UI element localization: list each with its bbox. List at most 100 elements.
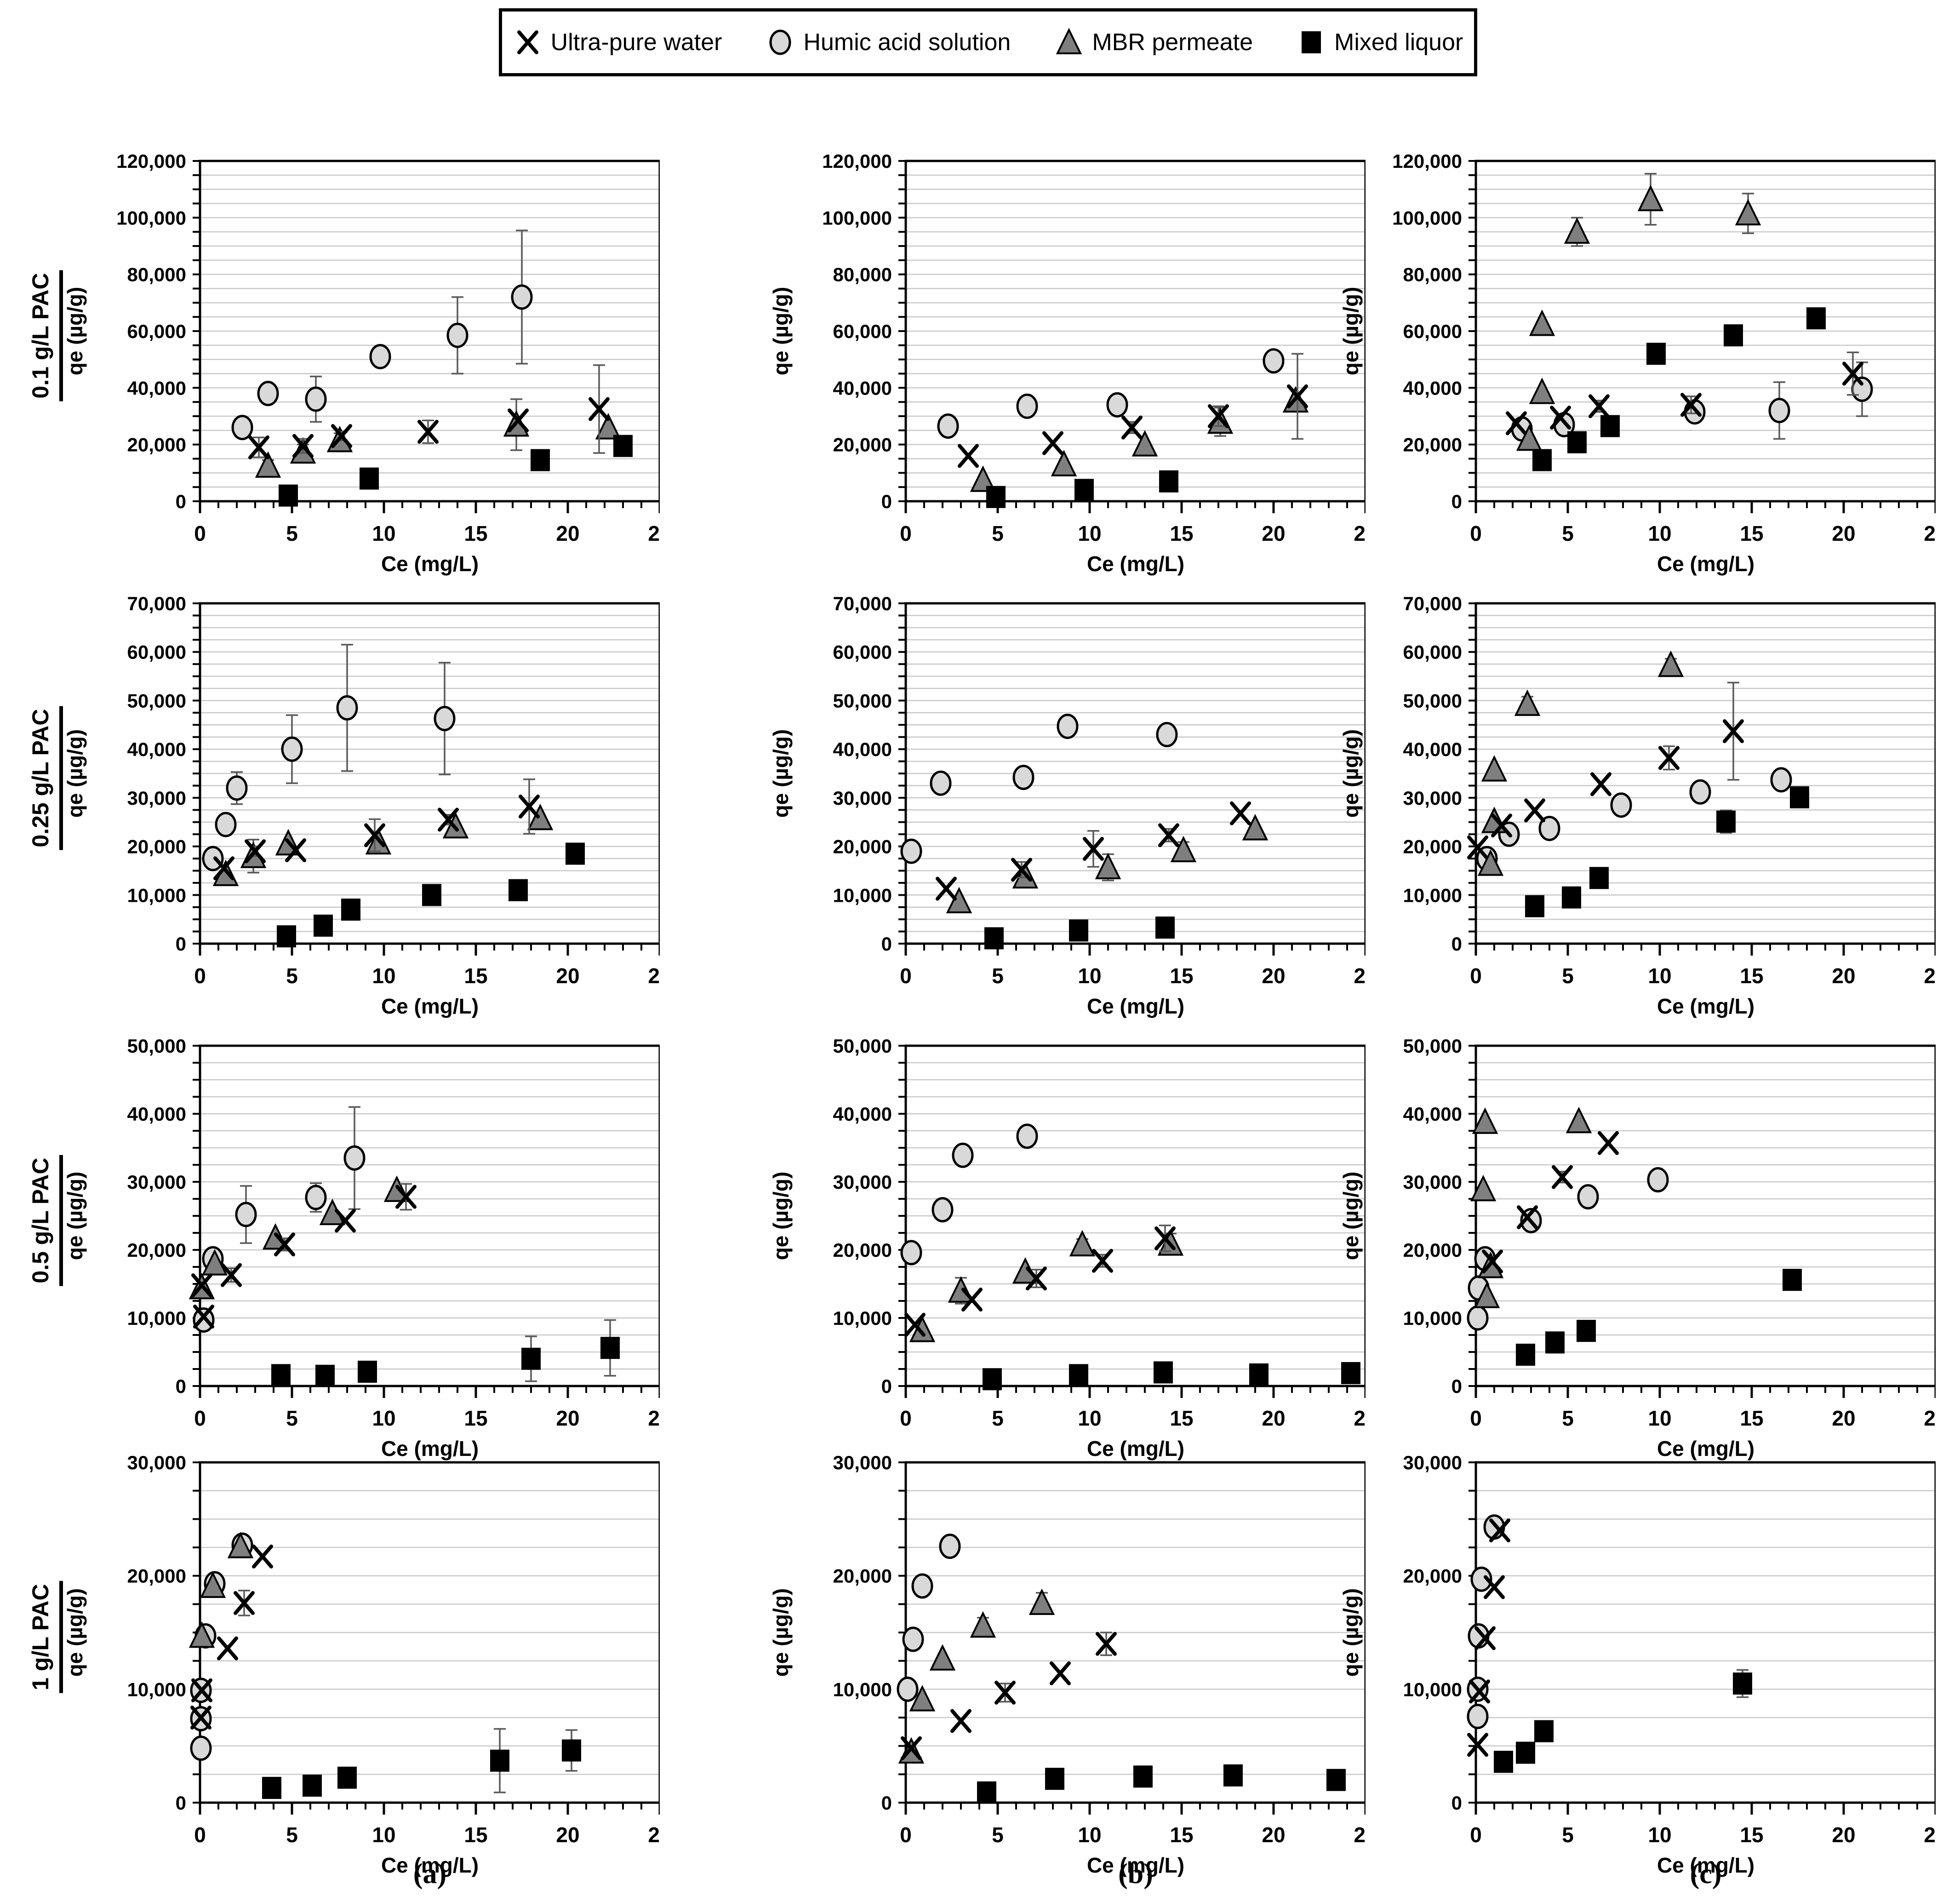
svg-text:10: 10 (1648, 964, 1671, 988)
chart-svg-0.25gL-a: 0 10,000 20,000 30,000 40,000 50,000 60,000 70,… (63, 593, 672, 1018)
svg-text:10,000: 10,000 (1403, 1678, 1462, 1700)
chart-svg-0.5gL-c: 0 10,000 20,000 30,000 40,000 50,000 0 5 10 15 20 2… (1339, 1035, 1948, 1461)
svg-text:100,000: 100,000 (1392, 207, 1462, 229)
svg-text:qe (µg/g): qe (µg/g) (769, 287, 793, 376)
series-mixed-liquor (1516, 1269, 1802, 1366)
circle-marker-icon (769, 29, 791, 55)
svg-text:15: 15 (1170, 964, 1193, 988)
svg-text:0: 0 (1470, 1823, 1482, 1847)
svg-text:qe (µg/g): qe (µg/g) (63, 1588, 87, 1677)
svg-text:15: 15 (1170, 1823, 1193, 1847)
svg-text:10: 10 (1648, 1406, 1671, 1430)
series-mbr-permeate (189, 1175, 410, 1300)
series-ultra-pure-water (1506, 351, 1863, 435)
subplot-0.1gL-a: 0 20,000 40,000 60,000 80,000 100,000 120,000 0… (44, 150, 672, 589)
series-mixed-liquor (986, 470, 1178, 508)
legend-item-mixed-liquor: Mixed liquor (1297, 28, 1463, 57)
svg-text:30,000: 30,000 (1403, 787, 1462, 809)
svg-text:10: 10 (1648, 1823, 1671, 1847)
svg-text:70,000: 70,000 (127, 594, 186, 614)
chart-svg-0.25gL-b: 0 10,000 20,000 30,000 40,000 50,000 60,000 70,… (769, 593, 1377, 1018)
svg-text:0: 0 (881, 491, 892, 512)
svg-text:10: 10 (372, 1406, 395, 1430)
svg-text:0: 0 (176, 1375, 186, 1397)
series-mbr-permeate (909, 1229, 1184, 1342)
svg-text:20,000: 20,000 (127, 836, 186, 858)
svg-text:5: 5 (286, 1406, 298, 1430)
svg-text:20,000: 20,000 (1403, 1565, 1462, 1587)
svg-text:5: 5 (286, 521, 298, 545)
series-ultra-pure-water (191, 1183, 417, 1329)
series-ultra-pure-water (904, 1224, 1176, 1337)
svg-text:qe (µg/g): qe (µg/g) (1339, 1172, 1363, 1260)
series-mbr-permeate (1516, 173, 1761, 451)
chart-svg-1gL-c: 0 10,000 20,000 30,000 0 5 10 15 20 25 Ce (mg/L) qe… (1339, 1452, 1948, 1877)
svg-text:5: 5 (1562, 1406, 1574, 1430)
svg-text:15: 15 (464, 964, 487, 988)
series-mbr-permeate (1477, 650, 1684, 876)
svg-text:5: 5 (286, 964, 298, 988)
svg-text:15: 15 (1740, 1823, 1763, 1847)
svg-text:60,000: 60,000 (127, 321, 186, 342)
series-ultra-pure-water (1467, 682, 1744, 859)
svg-text:15: 15 (464, 521, 487, 545)
svg-text:30,000: 30,000 (833, 1453, 892, 1473)
series-mixed-liquor (984, 916, 1175, 950)
svg-text:10,000: 10,000 (127, 884, 186, 906)
series-ultra-pure-water (213, 778, 540, 881)
svg-text:5: 5 (992, 1406, 1004, 1430)
svg-text:Ce (mg/L): Ce (mg/L) (1087, 1437, 1184, 1461)
svg-text:40,000: 40,000 (1403, 377, 1462, 399)
svg-text:50,000: 50,000 (127, 1037, 186, 1057)
svg-text:20,000: 20,000 (127, 1565, 186, 1587)
svg-text:100,000: 100,000 (822, 207, 892, 229)
svg-text:0: 0 (194, 964, 206, 988)
svg-text:0: 0 (1451, 1375, 1462, 1397)
svg-text:25: 25 (648, 964, 660, 988)
series-ultra-pure-water (901, 1632, 1117, 1760)
svg-text:25: 25 (648, 1406, 660, 1430)
series-mbr-permeate (946, 813, 1269, 914)
svg-text:60,000: 60,000 (1403, 321, 1462, 342)
svg-text:80,000: 80,000 (1403, 264, 1462, 286)
chart-svg-1gL-a: 0 10,000 20,000 30,000 0 5 10 15 20 25 Ce (mg/L) qe… (63, 1452, 672, 1877)
svg-text:30,000: 30,000 (1403, 1171, 1462, 1193)
svg-text:0: 0 (900, 1406, 912, 1430)
svg-text:20: 20 (556, 964, 579, 988)
svg-text:50,000: 50,000 (833, 690, 892, 711)
svg-text:0: 0 (1451, 491, 1462, 512)
caption-c: (c) (1690, 1858, 1722, 1890)
svg-text:40,000: 40,000 (127, 739, 186, 760)
series-humic-acid-solution (231, 229, 533, 441)
svg-text:20: 20 (1832, 521, 1855, 545)
series-mixed-liquor (977, 1764, 1346, 1804)
svg-text:Ce (mg/L): Ce (mg/L) (1657, 552, 1754, 576)
svg-text:20: 20 (1262, 1406, 1285, 1430)
subplot-0.5gL-c: 0 10,000 20,000 30,000 40,000 50,000 0 5 10 15 20 2… (1320, 1035, 1948, 1473)
svg-text:15: 15 (1170, 1406, 1193, 1430)
series-mixed-liquor (1532, 307, 1826, 471)
svg-text:20: 20 (1832, 1823, 1855, 1847)
series-humic-acid-solution (897, 1534, 961, 1702)
svg-text:0: 0 (1470, 1406, 1482, 1430)
svg-text:10,000: 10,000 (1403, 884, 1462, 906)
svg-text:Ce (mg/L): Ce (mg/L) (1657, 1437, 1754, 1461)
svg-text:40,000: 40,000 (127, 377, 186, 399)
svg-text:Ce (mg/L): Ce (mg/L) (381, 1853, 479, 1877)
series-humic-acid-solution (202, 644, 456, 871)
svg-text:120,000: 120,000 (1392, 152, 1462, 172)
legend-label: Humic acid solution (803, 29, 1011, 56)
svg-text:15: 15 (464, 1823, 487, 1847)
svg-text:5: 5 (1562, 521, 1574, 545)
svg-text:0: 0 (881, 1375, 892, 1397)
series-ultra-pure-water (190, 1544, 273, 1730)
svg-text:10,000: 10,000 (833, 1678, 892, 1700)
svg-text:10: 10 (1078, 1823, 1101, 1847)
svg-text:120,000: 120,000 (822, 152, 892, 172)
svg-text:20: 20 (556, 1406, 579, 1430)
series-ultra-pure-water (936, 801, 1251, 901)
svg-text:0: 0 (1470, 964, 1482, 988)
svg-text:15: 15 (1740, 521, 1763, 545)
series-ultra-pure-water (958, 353, 1308, 468)
